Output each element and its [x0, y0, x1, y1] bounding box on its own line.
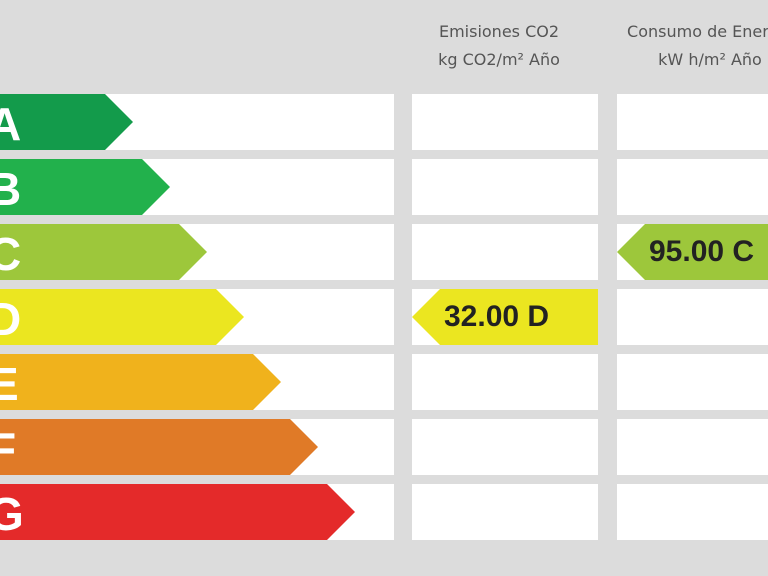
emissions-cell [412, 354, 598, 410]
consumption-cell [617, 484, 768, 540]
consumption-indicator: 95.00 C [617, 224, 768, 280]
rating-row-a: A [0, 94, 394, 150]
emissions-cell [412, 224, 598, 280]
emissions-cell [412, 419, 598, 475]
rating-letter: G [0, 488, 24, 540]
rating-row-b: B [0, 159, 394, 215]
rating-arrow-c: C [0, 224, 207, 280]
consumption-header: Consumo de Energía kW h/m² Año [610, 18, 768, 74]
rating-arrow-e: E [0, 354, 281, 410]
rating-row-g: G [0, 484, 394, 540]
rating-arrow-a: A [0, 94, 133, 150]
emissions-unit: kg CO2/m² Año [438, 50, 560, 69]
rating-arrow-b: B [0, 159, 170, 215]
consumption-cell [617, 354, 768, 410]
rating-letter: E [0, 358, 19, 410]
emissions-cell [412, 484, 598, 540]
emissions-cell [412, 159, 598, 215]
rating-arrow-g: G [0, 484, 355, 540]
consumption-cell [617, 94, 768, 150]
rating-arrow-d: D [0, 289, 244, 345]
rating-letter: D [0, 293, 22, 345]
consumption-cell [617, 159, 768, 215]
rating-row-c: C [0, 224, 394, 280]
consumption-title: Consumo de Energía [627, 22, 768, 41]
emissions-cell [412, 94, 598, 150]
emissions-indicator: 32.00 D [412, 289, 598, 345]
rating-row-d: D [0, 289, 394, 345]
emissions-header: Emisiones CO2 kg CO2/m² Año [399, 18, 599, 74]
rating-row-e: E [0, 354, 394, 410]
consumption-cell [617, 289, 768, 345]
rating-letter: C [0, 228, 22, 280]
rating-letter: A [0, 98, 22, 150]
consumption-cell [617, 419, 768, 475]
rating-letter: F [0, 423, 17, 475]
rating-letter: B [0, 163, 22, 215]
rating-arrow-f: F [0, 419, 318, 475]
emissions-title: Emisiones CO2 [438, 22, 560, 41]
consumption-unit: kW h/m² Año [658, 50, 762, 69]
rating-row-f: F [0, 419, 394, 475]
